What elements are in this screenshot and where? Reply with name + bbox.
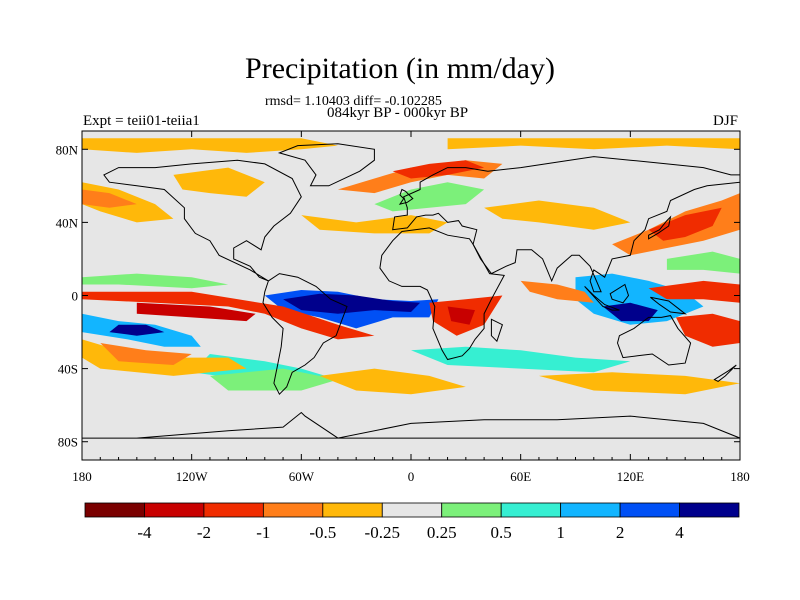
y-axis: 80N 40N 0 40S 80S	[56, 142, 740, 450]
colorbar-swatch	[144, 502, 205, 518]
chart-title: Precipitation (in mm/day)	[245, 52, 555, 85]
y-tick-label: 40N	[56, 215, 79, 230]
contour-region	[392, 160, 485, 179]
colorbar-label: -2	[197, 523, 211, 542]
colorbar-swatch	[560, 502, 621, 518]
period-subtitle: 084kyr BP - 000kyr BP	[327, 105, 469, 121]
plot-area	[82, 131, 740, 460]
colorbar-label: -0.5	[309, 523, 336, 542]
coastline	[584, 286, 620, 311]
contour-region	[538, 372, 740, 395]
coastline	[277, 143, 375, 187]
colorbar-swatch	[262, 502, 324, 518]
colorbar-label: 2	[616, 523, 625, 542]
contour-region	[136, 302, 256, 322]
colorbar-swatch	[441, 502, 502, 518]
x-tick-label: 0	[408, 469, 415, 484]
contour-region	[676, 313, 740, 347]
colorbar-label: -1	[256, 523, 270, 542]
contour-region	[82, 138, 338, 153]
colorbar-label: 4	[675, 523, 684, 542]
colorbar-swatch	[203, 502, 264, 518]
coastline	[490, 318, 504, 343]
x-tick-label: 60W	[289, 469, 315, 484]
y-tick-label: 0	[72, 289, 79, 304]
colorbar-swatch	[679, 502, 740, 518]
contour-region	[209, 368, 338, 391]
coastline	[398, 188, 414, 205]
coastline	[616, 315, 692, 366]
coastline	[379, 227, 505, 361]
y-tick-label: 40S	[58, 362, 78, 377]
coastline	[609, 283, 630, 304]
contour-region	[484, 200, 631, 230]
colorbar-swatch	[381, 502, 443, 518]
colorbar-label: 0.25	[427, 523, 457, 542]
colorbar-label: 1	[556, 523, 565, 542]
coastline	[392, 156, 740, 293]
contour-region	[447, 138, 740, 150]
coastline	[650, 296, 687, 315]
contour-region	[666, 251, 740, 274]
colorbar-label: 0.5	[491, 523, 512, 542]
y-tick-label: 80S	[58, 435, 78, 450]
contour-region	[520, 280, 594, 303]
coastline	[103, 159, 302, 282]
colorbar-swatch	[322, 502, 383, 518]
contour-region	[648, 207, 722, 241]
contour-region	[82, 189, 137, 208]
experiment-label: Expt = teii01-teiia1	[83, 113, 200, 129]
stats-subtitle: rmsd= 1.10403 diff= -0.102285	[265, 94, 442, 109]
colorbar-label: -4	[137, 523, 152, 542]
contour-region	[301, 215, 448, 234]
contour-region	[648, 280, 740, 303]
coastline	[262, 273, 348, 396]
contour-region	[173, 167, 265, 197]
colorbar-swatch	[500, 502, 562, 518]
contour-region	[82, 291, 375, 340]
y-tick-label: 80N	[56, 142, 79, 157]
coastline	[82, 411, 740, 439]
x-tick-label: 180	[730, 469, 750, 484]
x-tick-label: 180	[72, 469, 92, 484]
x-axis: 180 120W 60W 0 60E 120E 180	[72, 131, 750, 484]
colorbar-swatch	[619, 502, 680, 518]
contour-region	[109, 324, 165, 336]
coastline	[648, 215, 672, 240]
season-label: DJF	[712, 113, 738, 129]
coastline-layer	[82, 143, 740, 439]
colorbar: -4 -2 -1 -0.5 -0.25 0.25 0.5 1 2 4	[84, 502, 740, 542]
colorbar-swatch	[84, 502, 145, 518]
contour-region	[602, 302, 658, 322]
contour-region	[447, 306, 475, 325]
colorbar-label: -0.25	[365, 523, 400, 542]
precip-field-layer	[82, 138, 740, 395]
x-tick-label: 120W	[176, 469, 209, 484]
x-tick-label: 120E	[617, 469, 645, 484]
coastline	[713, 364, 737, 382]
contour-region	[283, 293, 421, 314]
contour-region	[411, 346, 631, 373]
contour-region	[100, 343, 192, 365]
contour-region	[319, 368, 466, 395]
contour-region	[82, 273, 229, 289]
x-tick-label: 60E	[510, 469, 531, 484]
